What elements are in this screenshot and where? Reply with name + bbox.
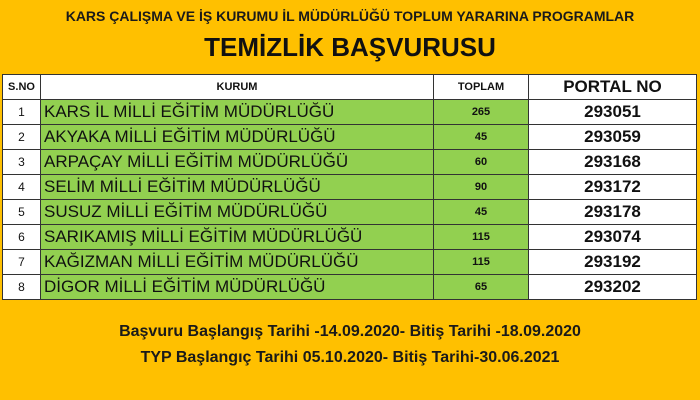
table-row: 2 AKYAKA MİLLİ EĞİTİM MÜDÜRLÜĞÜ 45 293059 xyxy=(2,124,697,150)
table-header-row: S.NO KURUM TOPLAM PORTAL NO xyxy=(2,74,697,100)
table-row: 3 ARPAÇAY MİLLİ EĞİTİM MÜDÜRLÜĞÜ 60 293168 xyxy=(2,149,697,175)
table-row: 4 SELİM MİLLİ EĞİTİM MÜDÜRLÜĞÜ 90 293172 xyxy=(2,174,697,200)
cell-kurum: SELİM MİLLİ EĞİTİM MÜDÜRLÜĞÜ xyxy=(40,174,434,200)
cell-toplam: 115 xyxy=(433,249,529,275)
table-row: 6 SARIKAMIŞ MİLLİ EĞİTİM MÜDÜRLÜĞÜ 115 2930… xyxy=(2,224,697,250)
cell-kurum: DİGOR MİLLİ EĞİTİM MÜDÜRLÜĞÜ xyxy=(40,274,434,300)
cell-toplam: 45 xyxy=(433,199,529,225)
col-sno: S.NO xyxy=(2,74,41,100)
cell-toplam: 115 xyxy=(433,224,529,250)
cell-portal-no: 293202 xyxy=(528,274,697,300)
cell-kurum: SARIKAMIŞ MİLLİ EĞİTİM MÜDÜRLÜĞÜ xyxy=(40,224,434,250)
cell-portal-no: 293074 xyxy=(528,224,697,250)
table-row: 8 DİGOR MİLLİ EĞİTİM MÜDÜRLÜĞÜ 65 293202 xyxy=(2,274,697,300)
organization-title: KARS ÇALIŞMA VE İŞ KURUMU İL MÜDÜRLÜĞÜ T… xyxy=(65,8,635,24)
cell-sno: 7 xyxy=(2,249,41,275)
cell-kurum: SUSUZ MİLLİ EĞİTİM MÜDÜRLÜĞÜ xyxy=(40,199,434,225)
application-dates: Başvuru Başlangış Tarihi -14.09.2020- Bi… xyxy=(119,323,581,340)
cell-portal-no: 293178 xyxy=(528,199,697,225)
col-toplam: TOPLAM xyxy=(433,74,529,100)
col-portal-no: PORTAL NO xyxy=(528,74,697,100)
cell-kurum: AKYAKA MİLLİ EĞİTİM MÜDÜRLÜĞÜ xyxy=(40,124,434,150)
cell-toplam: 45 xyxy=(433,124,529,150)
cell-toplam: 90 xyxy=(433,174,529,200)
cell-kurum: KAĞIZMAN MİLLİ EĞİTİM MÜDÜRLÜĞÜ xyxy=(40,249,434,275)
table-row: 7 KAĞIZMAN MİLLİ EĞİTİM MÜDÜRLÜĞÜ 115 29319… xyxy=(2,249,697,275)
cell-sno: 5 xyxy=(2,199,41,225)
cell-toplam: 60 xyxy=(433,149,529,175)
cell-sno: 4 xyxy=(2,174,41,200)
typ-dates: TYP Başlangıç Tarihi 05.10.2020- Bitiş T… xyxy=(140,349,560,366)
cell-portal-no: 293172 xyxy=(528,174,697,200)
table-row: 1 KARS İL MİLLİ EĞİTİM MÜDÜRLÜĞÜ 265 293051 xyxy=(2,99,697,125)
col-kurum: KURUM xyxy=(40,74,434,100)
cell-portal-no: 293051 xyxy=(528,99,697,125)
cell-portal-no: 293059 xyxy=(528,124,697,150)
cell-sno: 1 xyxy=(2,99,41,125)
cell-portal-no: 293192 xyxy=(528,249,697,275)
cell-sno: 3 xyxy=(2,149,41,175)
cell-sno: 6 xyxy=(2,224,41,250)
applications-table: S.NO KURUM TOPLAM PORTAL NO 1 KARS İL MİL… xyxy=(2,74,697,300)
cell-toplam: 65 xyxy=(433,274,529,300)
cell-kurum: ARPAÇAY MİLLİ EĞİTİM MÜDÜRLÜĞÜ xyxy=(40,149,434,175)
table-row: 5 SUSUZ MİLLİ EĞİTİM MÜDÜRLÜĞÜ 45 293178 xyxy=(2,199,697,225)
cell-toplam: 265 xyxy=(433,99,529,125)
cell-kurum: KARS İL MİLLİ EĞİTİM MÜDÜRLÜĞÜ xyxy=(40,99,434,125)
page-title: TEMİZLİK BAŞVURUSU xyxy=(204,32,496,62)
cell-sno: 2 xyxy=(2,124,41,150)
cell-sno: 8 xyxy=(2,274,41,300)
cell-portal-no: 293168 xyxy=(528,149,697,175)
